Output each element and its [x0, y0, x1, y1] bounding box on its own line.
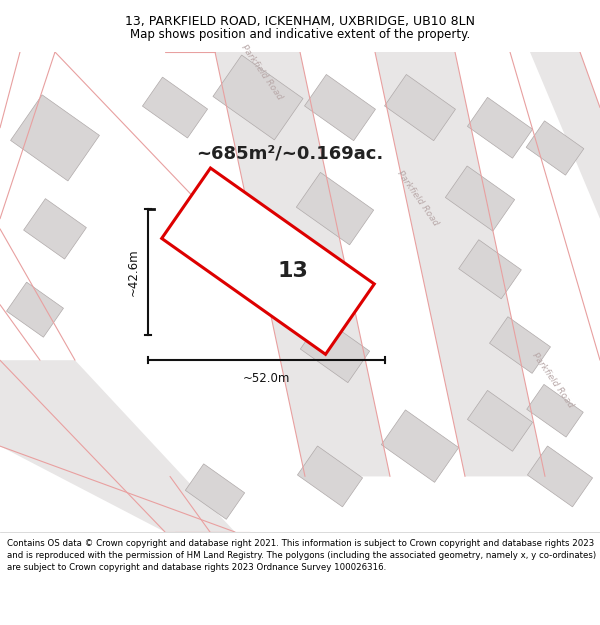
Text: Contains OS data © Crown copyright and database right 2021. This information is : Contains OS data © Crown copyright and d… [7, 539, 596, 572]
Text: ~685m²/~0.169ac.: ~685m²/~0.169ac. [196, 144, 383, 162]
Polygon shape [23, 199, 86, 259]
Polygon shape [11, 95, 100, 181]
Polygon shape [490, 317, 550, 373]
Polygon shape [298, 446, 362, 507]
Polygon shape [458, 240, 521, 299]
Polygon shape [375, 52, 545, 476]
Polygon shape [215, 52, 390, 476]
Polygon shape [162, 168, 374, 354]
Polygon shape [296, 173, 374, 245]
Polygon shape [0, 360, 235, 532]
Polygon shape [385, 74, 455, 141]
Polygon shape [526, 121, 584, 175]
Polygon shape [527, 446, 593, 507]
Polygon shape [527, 384, 583, 437]
Polygon shape [510, 52, 600, 219]
Text: Parkfield Road: Parkfield Road [530, 351, 575, 409]
Polygon shape [382, 410, 458, 482]
Text: 13, PARKFIELD ROAD, ICKENHAM, UXBRIDGE, UB10 8LN: 13, PARKFIELD ROAD, ICKENHAM, UXBRIDGE, … [125, 14, 475, 28]
Polygon shape [296, 248, 364, 311]
Text: 13: 13 [278, 261, 308, 281]
Text: ~52.0m: ~52.0m [243, 372, 290, 386]
Polygon shape [467, 391, 533, 451]
Text: Parkfield Road: Parkfield Road [395, 169, 440, 228]
Text: Map shows position and indicative extent of the property.: Map shows position and indicative extent… [130, 28, 470, 41]
Polygon shape [301, 318, 370, 382]
Polygon shape [305, 74, 376, 141]
Polygon shape [7, 282, 64, 338]
Polygon shape [185, 464, 245, 519]
Text: Parkfield Road: Parkfield Road [239, 43, 284, 101]
Text: ~42.6m: ~42.6m [127, 248, 140, 296]
Polygon shape [142, 77, 208, 138]
Polygon shape [213, 55, 303, 140]
Polygon shape [445, 166, 515, 231]
Polygon shape [467, 98, 533, 158]
